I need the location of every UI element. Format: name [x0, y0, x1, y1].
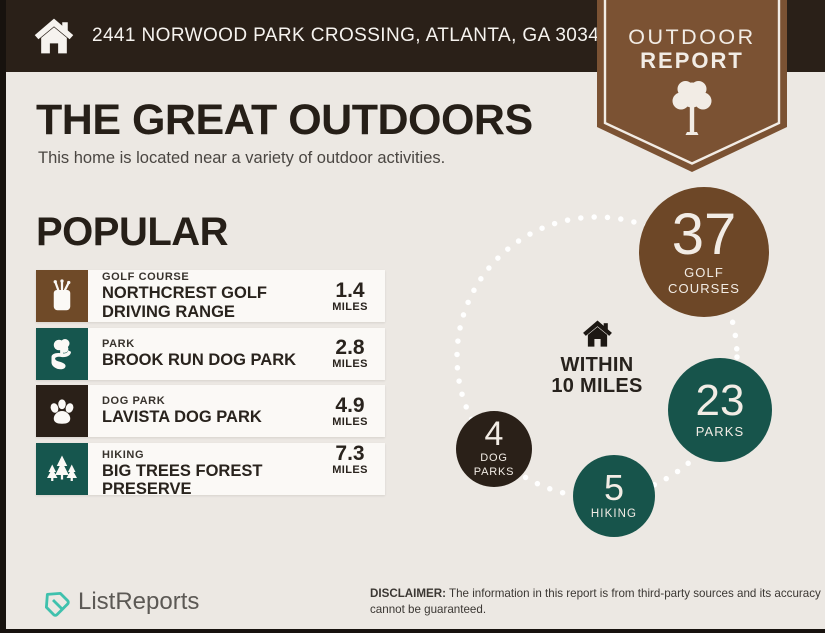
disclaimer-text: DISCLAIMER: The information in this repo…: [370, 587, 821, 616]
radius-dotted-circle: [454, 214, 740, 500]
stat-bubble-hiking: 5 HIKING: [573, 455, 655, 537]
tree-icon: [672, 81, 712, 135]
item-name: BIG TREES FOREST PRESERVE: [102, 461, 263, 495]
brand-name: ListReports: [78, 588, 200, 615]
stat-bubble-dog-parks: 4 DOG PARKS: [456, 411, 532, 487]
item-name: BROOK RUN DOG PARK: [102, 350, 297, 369]
property-address: 2441 NORWOOD PARK CROSSING, ATLANTA, GA …: [92, 25, 611, 46]
stat-value: 23: [695, 375, 745, 425]
popular-heading: POPULAR: [36, 210, 229, 254]
item-category: HIKING: [102, 448, 145, 461]
stat-label: DOG PARKS: [473, 452, 515, 479]
park-tree-path-icon: [36, 327, 88, 380]
list-item-hiking: HIKING BIG TREES FOREST PRESERVE 7.3 MIL…: [36, 442, 385, 495]
home-icon: [34, 18, 74, 54]
stat-value: 37: [671, 201, 737, 267]
item-category: GOLF COURSE: [102, 271, 190, 284]
badge-line1: OUTDOOR: [628, 25, 755, 49]
within-label: WITHIN: [560, 354, 634, 376]
item-category: DOG PARK: [102, 395, 166, 408]
miles-label: 10 MILES: [551, 375, 643, 397]
item-distance: 1.4: [335, 278, 365, 302]
stat-label: HIKING: [590, 507, 638, 520]
item-name: NORTHCREST GOLF DRIVING RANGE: [102, 284, 267, 321]
list-item-park: PARK BROOK RUN DOG PARK 2.8 MILES: [36, 327, 385, 380]
list-item-dog-park: DOG PARK LAVISTA DOG PARK 4.9 MILES: [36, 385, 385, 437]
stat-bubble-golf-courses: 37 GOLF COURSES: [639, 187, 769, 317]
popular-list: GOLF COURSE NORTHCREST GOLF DRIVING RANG…: [36, 270, 385, 500]
item-category: PARK: [102, 337, 135, 350]
paw-icon: [36, 385, 88, 437]
golf-bag-icon: [36, 270, 88, 322]
item-distance-unit: MILES: [332, 463, 368, 476]
stat-label: PARKS: [695, 423, 745, 439]
badge-line2: REPORT: [640, 48, 744, 73]
home-icon: [582, 320, 612, 347]
list-item-golf-course: GOLF COURSE NORTHCREST GOLF DRIVING RANG…: [36, 270, 385, 322]
item-distance: 7.3: [335, 442, 365, 465]
stat-value: 4: [484, 415, 504, 454]
radius-center-label: WITHIN 10 MILES: [532, 317, 662, 397]
bottom-edge-border: [0, 629, 825, 633]
page-title: THE GREAT OUTDOORS: [36, 96, 533, 144]
stat-bubble-parks: 23 PARKS: [668, 358, 772, 462]
stat-label: GOLF COURSES: [668, 264, 740, 297]
listreports-logo-icon: [44, 591, 70, 617]
item-distance: 2.8: [335, 336, 365, 359]
page-subtitle: This home is located near a variety of o…: [38, 149, 446, 167]
item-distance: 4.9: [335, 393, 365, 417]
item-distance-unit: MILES: [332, 300, 368, 313]
disclaimer-label: DISCLAIMER:: [370, 587, 446, 600]
pine-trees-icon: [36, 442, 88, 495]
item-distance-unit: MILES: [332, 358, 368, 370]
left-edge-border: [0, 0, 6, 633]
item-name: LAVISTA DOG PARK: [102, 408, 262, 427]
outdoor-report-badge: OUTDOOR REPORT: [597, 0, 787, 172]
item-distance-unit: MILES: [332, 415, 368, 428]
stat-value: 5: [603, 466, 625, 508]
